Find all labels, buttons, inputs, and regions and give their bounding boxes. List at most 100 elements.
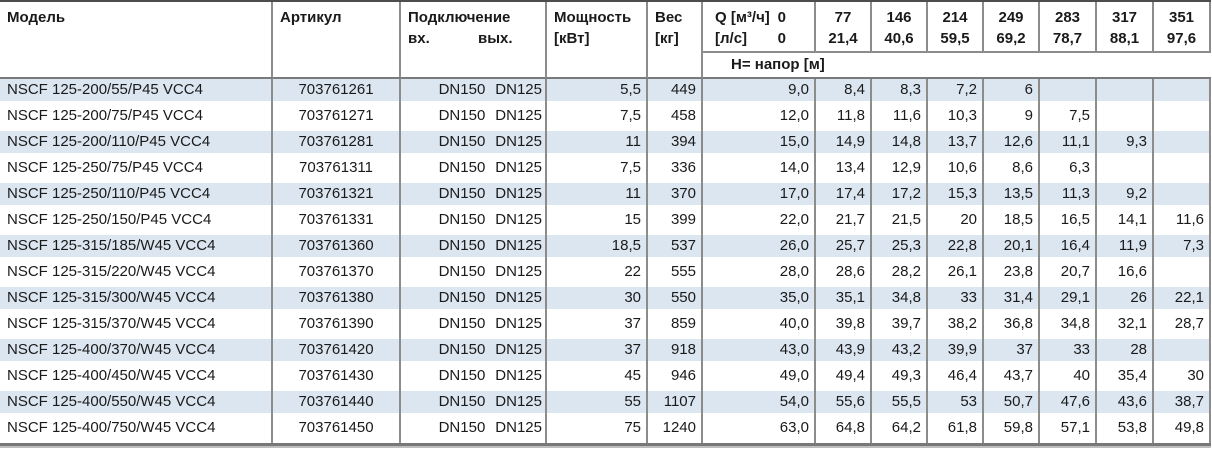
cell-power: 15 <box>547 209 648 235</box>
cell-article: 703761321 <box>273 183 401 209</box>
cell-article: 703761380 <box>273 287 401 313</box>
cell-head-value: 9,0 <box>703 79 816 105</box>
table-row: NSCF 125-250/150/P45 VCC4 703761331 DN15… <box>0 209 1211 235</box>
cell-head-value: 43,0 <box>703 339 816 365</box>
table-row: NSCF 125-400/370/W45 VCC4 703761420 DN15… <box>0 339 1211 365</box>
cell-head-value: 8,4 <box>816 79 872 105</box>
cell-weight: 537 <box>648 235 703 261</box>
cell-head-value: 35,4 <box>1097 365 1154 391</box>
col-header-flow-rate: 283 78,7 <box>1040 2 1097 53</box>
cell-head-value: 10,3 <box>928 105 984 131</box>
head-label: Н= напор [м] <box>703 53 1211 79</box>
col-header-flow-rate: 146 40,6 <box>872 2 928 53</box>
cell-head-value: 7,3 <box>1154 235 1211 261</box>
header-row-top: Модель Артикул Подключение вх. вых. Мощн… <box>0 2 1211 79</box>
dn-outlet: DN125 <box>495 393 542 410</box>
cell-head-value: 15,0 <box>703 131 816 157</box>
cell-head-value: 39,9 <box>928 339 984 365</box>
cell-head-value <box>1097 79 1154 105</box>
cell-head-value: 8,3 <box>872 79 928 105</box>
cell-head-value: 61,8 <box>928 417 984 443</box>
cell-article: 703761430 <box>273 365 401 391</box>
cell-connection: DN150 DN125 <box>401 235 547 261</box>
dn-inlet: DN150 <box>438 237 486 254</box>
cell-head-value: 34,8 <box>872 287 928 313</box>
col-header-flow-rate: 214 59,5 <box>928 2 984 53</box>
cell-head-value <box>1154 183 1211 209</box>
cell-model: NSCF 125-315/185/W45 VCC4 <box>0 235 273 261</box>
cell-model: NSCF 125-400/450/W45 VCC4 <box>0 365 273 391</box>
cell-head-value: 28,7 <box>1154 313 1211 339</box>
q-ls-zero: 0 <box>777 30 786 47</box>
cell-model: NSCF 125-315/220/W45 VCC4 <box>0 261 273 287</box>
col-header-article: Артикул <box>273 2 401 79</box>
cell-model: NSCF 125-250/75/P45 VCC4 <box>0 157 273 183</box>
cell-head-value: 30 <box>1154 365 1211 391</box>
cell-weight: 555 <box>648 261 703 287</box>
cell-head-value: 15,3 <box>928 183 984 209</box>
power-title: Мощность <box>554 9 632 26</box>
cell-model: NSCF 125-400/370/W45 VCC4 <box>0 339 273 365</box>
cell-power: 5,5 <box>547 79 648 105</box>
cell-power: 18,5 <box>547 235 648 261</box>
cell-power: 45 <box>547 365 648 391</box>
cell-head-value: 14,8 <box>872 131 928 157</box>
cell-weight: 458 <box>648 105 703 131</box>
cell-head-value: 11,3 <box>1040 183 1097 209</box>
table-row: NSCF 125-315/370/W45 VCC4 703761390 DN15… <box>0 313 1211 339</box>
cell-model: NSCF 125-400/750/W45 VCC4 <box>0 417 273 443</box>
cell-head-value: 28 <box>1097 339 1154 365</box>
flow-ls-value: 21,4 <box>828 30 858 47</box>
dn-outlet: DN125 <box>495 211 542 228</box>
dn-outlet: DN125 <box>495 107 542 124</box>
table-row: NSCF 125-400/450/W45 VCC4 703761430 DN15… <box>0 365 1211 391</box>
col-header-flow-rate: 77 21,4 <box>816 2 872 53</box>
flow-ls-value: 40,6 <box>884 30 914 47</box>
col-header-model: Модель <box>0 2 273 79</box>
cell-head-value: 16,4 <box>1040 235 1097 261</box>
dn-inlet: DN150 <box>438 263 486 280</box>
cell-head-value: 40 <box>1040 365 1097 391</box>
cell-head-value: 49,3 <box>872 365 928 391</box>
dn-outlet: DN125 <box>495 341 542 358</box>
cell-head-value: 25,7 <box>816 235 872 261</box>
dn-outlet: DN125 <box>495 289 542 306</box>
cell-model: NSCF 125-250/110/P45 VCC4 <box>0 183 273 209</box>
cell-weight: 370 <box>648 183 703 209</box>
cell-head-value: 55,5 <box>872 391 928 417</box>
cell-head-value: 14,1 <box>1097 209 1154 235</box>
dn-inlet: DN150 <box>438 133 486 150</box>
cell-head-value: 25,3 <box>872 235 928 261</box>
cell-head-value: 46,4 <box>928 365 984 391</box>
flow-m3h-value: 249 <box>998 9 1024 26</box>
cell-article: 703761261 <box>273 79 401 105</box>
q-m3h-zero: 0 <box>777 9 786 26</box>
dn-inlet: DN150 <box>438 107 486 124</box>
cell-head-value: 20,7 <box>1040 261 1097 287</box>
cell-head-value: 35,0 <box>703 287 816 313</box>
cell-head-value <box>1154 157 1211 183</box>
cell-head-value: 28,6 <box>816 261 872 287</box>
weight-title: Вес <box>655 9 683 26</box>
cell-head-value: 21,7 <box>816 209 872 235</box>
cell-head-value: 11,6 <box>872 105 928 131</box>
cell-power: 55 <box>547 391 648 417</box>
cell-head-value: 16,6 <box>1097 261 1154 287</box>
cell-article: 703761390 <box>273 313 401 339</box>
table-body: NSCF 125-200/55/P45 VCC4 703761261 DN150… <box>0 79 1211 443</box>
cell-connection: DN150 DN125 <box>401 105 547 131</box>
cell-connection: DN150 DN125 <box>401 313 547 339</box>
dn-outlet: DN125 <box>495 185 542 202</box>
cell-head-value: 34,8 <box>1040 313 1097 339</box>
cell-article: 703761331 <box>273 209 401 235</box>
cell-head-value: 49,4 <box>816 365 872 391</box>
cell-head-value: 22,1 <box>1154 287 1211 313</box>
cell-power: 11 <box>547 131 648 157</box>
cell-power: 11 <box>547 183 648 209</box>
cell-model: NSCF 125-200/75/P45 VCC4 <box>0 105 273 131</box>
cell-connection: DN150 DN125 <box>401 365 547 391</box>
cell-connection: DN150 DN125 <box>401 131 547 157</box>
flow-m3h-value: 77 <box>834 9 852 26</box>
flow-m3h-value: 283 <box>1054 9 1081 26</box>
cell-head-value: 18,5 <box>984 209 1040 235</box>
